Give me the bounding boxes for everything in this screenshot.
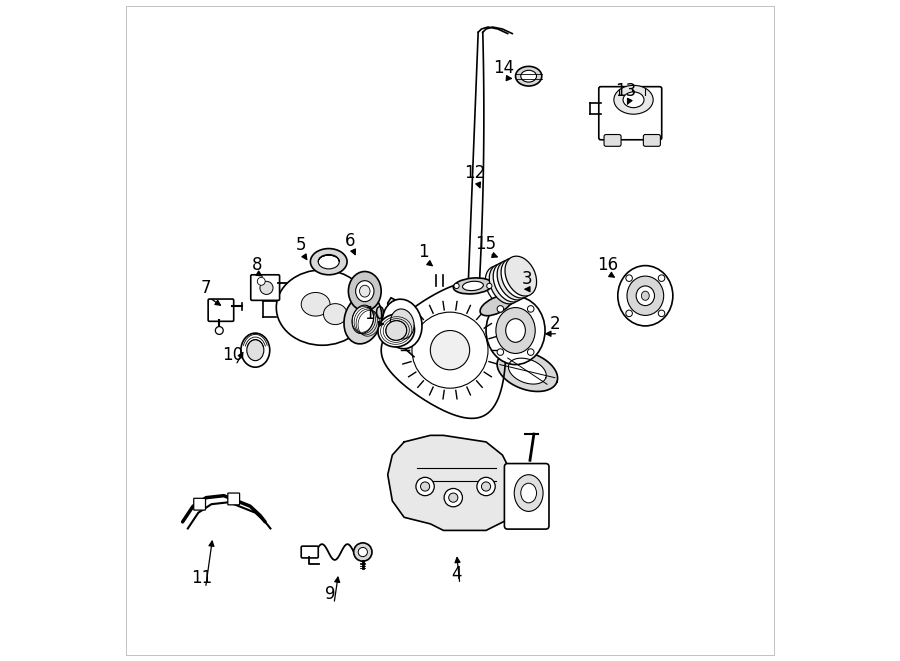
Text: 11: 11 bbox=[192, 569, 213, 587]
FancyBboxPatch shape bbox=[228, 493, 239, 505]
Ellipse shape bbox=[247, 340, 264, 361]
Text: 12: 12 bbox=[464, 164, 485, 182]
Ellipse shape bbox=[356, 281, 374, 301]
Polygon shape bbox=[508, 358, 546, 384]
Circle shape bbox=[527, 349, 534, 356]
Circle shape bbox=[416, 477, 435, 496]
Ellipse shape bbox=[505, 256, 536, 296]
FancyBboxPatch shape bbox=[208, 299, 234, 321]
Text: 4: 4 bbox=[451, 565, 462, 583]
Circle shape bbox=[444, 488, 463, 507]
Ellipse shape bbox=[463, 282, 483, 291]
Ellipse shape bbox=[514, 475, 543, 512]
Ellipse shape bbox=[344, 295, 382, 344]
Ellipse shape bbox=[490, 264, 521, 304]
Polygon shape bbox=[382, 282, 506, 418]
FancyBboxPatch shape bbox=[598, 87, 662, 139]
Ellipse shape bbox=[627, 276, 663, 315]
Circle shape bbox=[497, 305, 504, 312]
Ellipse shape bbox=[521, 483, 536, 503]
Ellipse shape bbox=[521, 70, 536, 82]
Circle shape bbox=[358, 547, 367, 557]
Circle shape bbox=[626, 275, 633, 282]
Ellipse shape bbox=[516, 66, 542, 86]
FancyBboxPatch shape bbox=[302, 546, 319, 558]
Ellipse shape bbox=[378, 314, 415, 347]
Polygon shape bbox=[388, 436, 516, 530]
Ellipse shape bbox=[257, 278, 266, 286]
Text: 16: 16 bbox=[597, 256, 618, 274]
Text: 15: 15 bbox=[475, 235, 497, 253]
Ellipse shape bbox=[382, 299, 422, 349]
Circle shape bbox=[454, 284, 459, 289]
Polygon shape bbox=[497, 351, 558, 391]
Text: 5: 5 bbox=[295, 236, 306, 254]
Ellipse shape bbox=[359, 286, 370, 297]
Text: 10: 10 bbox=[221, 346, 243, 364]
Ellipse shape bbox=[623, 92, 644, 108]
Text: 6: 6 bbox=[345, 233, 356, 251]
Ellipse shape bbox=[310, 249, 347, 275]
Circle shape bbox=[487, 284, 492, 289]
Ellipse shape bbox=[506, 319, 526, 342]
Text: 8: 8 bbox=[251, 256, 262, 274]
Ellipse shape bbox=[642, 292, 649, 300]
Ellipse shape bbox=[636, 286, 654, 305]
Ellipse shape bbox=[323, 303, 347, 325]
Ellipse shape bbox=[493, 262, 525, 302]
Ellipse shape bbox=[485, 266, 517, 306]
Ellipse shape bbox=[260, 282, 273, 294]
Circle shape bbox=[420, 482, 429, 491]
Ellipse shape bbox=[319, 254, 339, 269]
FancyBboxPatch shape bbox=[504, 463, 549, 529]
Text: 7: 7 bbox=[201, 279, 212, 297]
Text: 14: 14 bbox=[493, 59, 514, 77]
Ellipse shape bbox=[386, 321, 407, 340]
FancyBboxPatch shape bbox=[604, 135, 621, 146]
Text: 13: 13 bbox=[615, 82, 636, 100]
Circle shape bbox=[658, 310, 665, 317]
Ellipse shape bbox=[391, 309, 414, 339]
Ellipse shape bbox=[497, 260, 528, 300]
Ellipse shape bbox=[412, 312, 488, 388]
Ellipse shape bbox=[496, 307, 536, 354]
Ellipse shape bbox=[276, 270, 368, 345]
Ellipse shape bbox=[352, 305, 374, 334]
Polygon shape bbox=[388, 297, 414, 357]
Circle shape bbox=[215, 327, 223, 334]
Text: 1: 1 bbox=[418, 243, 429, 261]
Text: 3: 3 bbox=[522, 270, 533, 288]
Circle shape bbox=[626, 310, 633, 317]
FancyBboxPatch shape bbox=[644, 135, 661, 146]
Text: 9: 9 bbox=[326, 585, 336, 603]
Circle shape bbox=[354, 543, 372, 561]
Ellipse shape bbox=[501, 258, 533, 298]
Ellipse shape bbox=[454, 278, 492, 294]
Ellipse shape bbox=[348, 272, 382, 311]
FancyBboxPatch shape bbox=[194, 498, 205, 510]
Ellipse shape bbox=[430, 330, 470, 369]
Circle shape bbox=[477, 477, 495, 496]
Circle shape bbox=[449, 493, 458, 502]
FancyBboxPatch shape bbox=[251, 275, 280, 300]
Ellipse shape bbox=[617, 266, 673, 326]
Text: 2: 2 bbox=[550, 315, 560, 333]
Circle shape bbox=[482, 482, 490, 491]
Circle shape bbox=[497, 349, 504, 356]
Text: 10: 10 bbox=[364, 305, 385, 323]
Ellipse shape bbox=[614, 85, 653, 114]
Ellipse shape bbox=[486, 296, 545, 365]
Ellipse shape bbox=[241, 333, 270, 368]
Circle shape bbox=[658, 275, 665, 282]
Ellipse shape bbox=[480, 295, 512, 316]
Ellipse shape bbox=[302, 292, 330, 316]
Circle shape bbox=[527, 305, 534, 312]
